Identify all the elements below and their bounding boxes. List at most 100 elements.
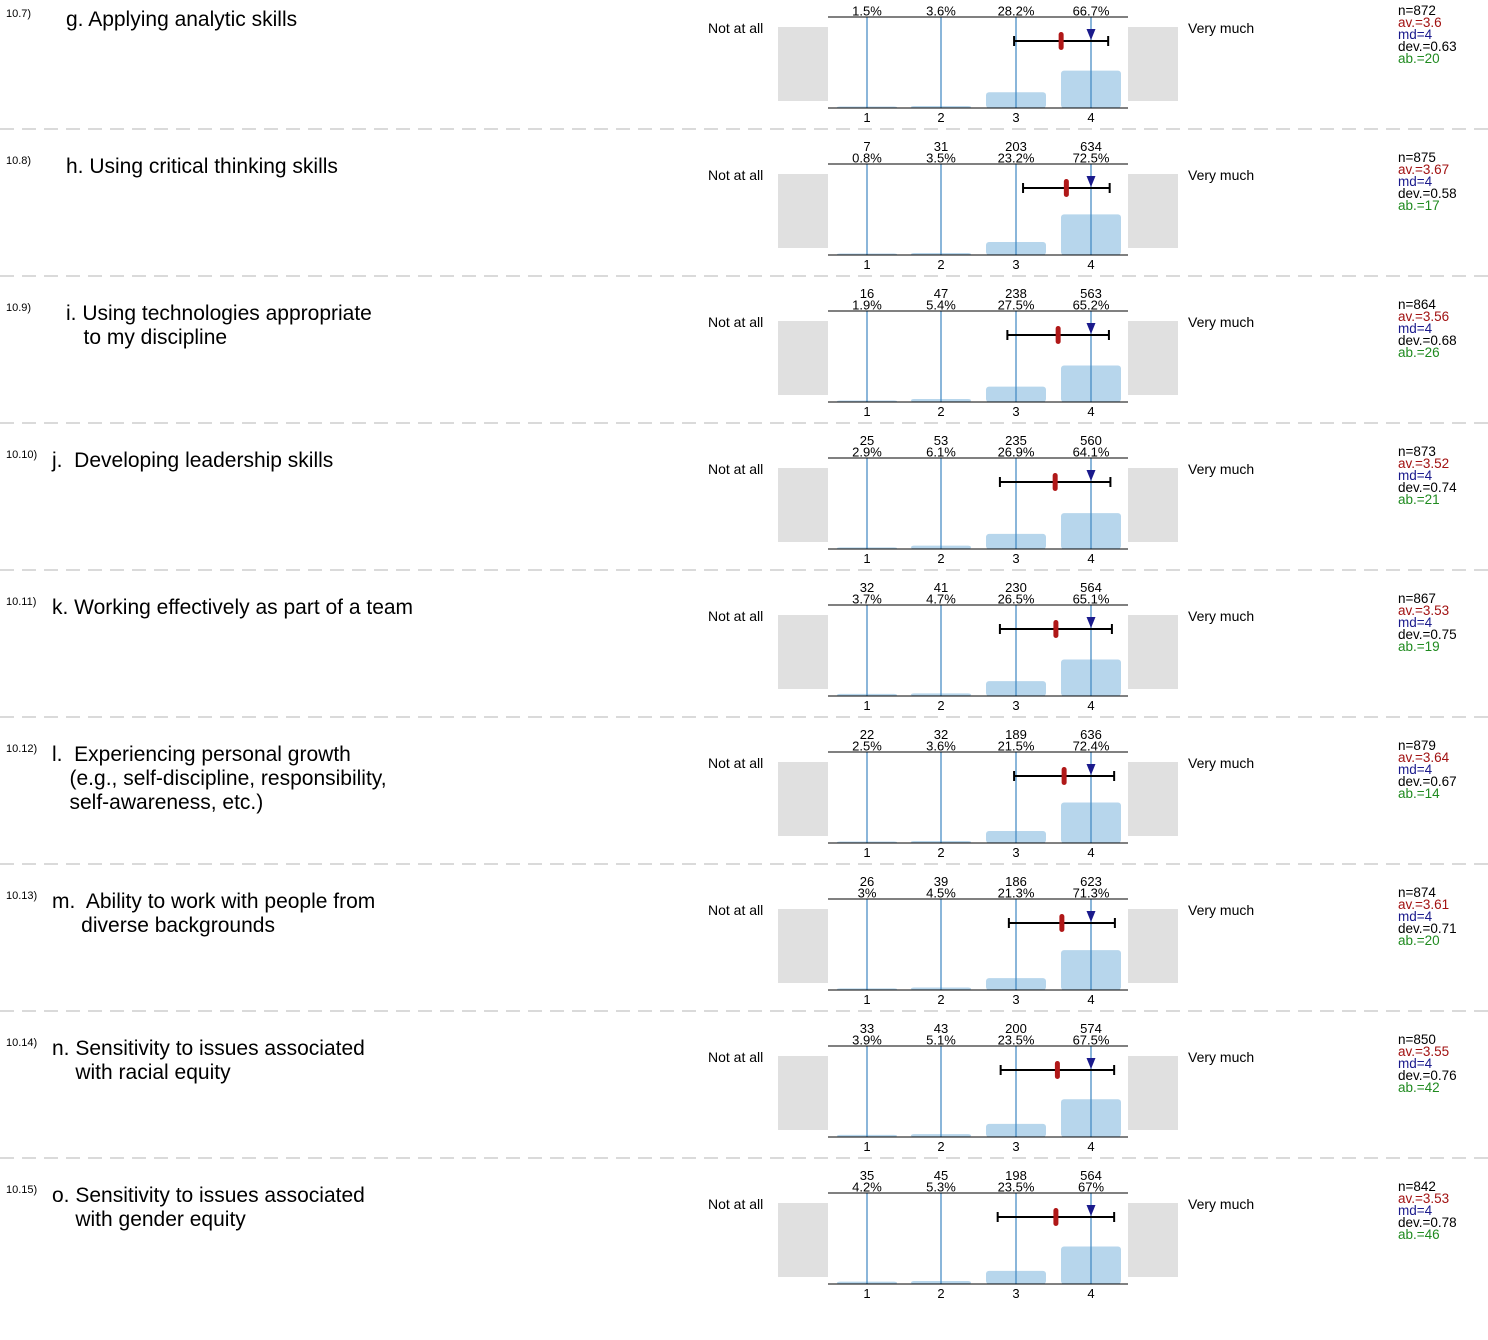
- stat-median: md=4: [1398, 909, 1433, 924]
- percent-label: 26.9%: [998, 445, 1035, 460]
- question-number: 10.14): [6, 1037, 38, 1049]
- question-text-line: k. Working effectively as part of a team: [52, 596, 414, 619]
- scale-left-label: Not at all: [708, 20, 764, 36]
- mean-marker: [1052, 473, 1058, 491]
- stats-block: n=864 av.=3.56 md=4 dev.=0.68 ab.=26: [1398, 298, 1457, 360]
- question-row: 10.7) g. Applying analytic skills Not at a…: [0, 4, 1488, 164]
- mean-marker: [1055, 326, 1061, 344]
- percent-label: 3%: [858, 886, 877, 901]
- row-separator: [0, 716, 1488, 718]
- count-label: 634: [1080, 139, 1102, 154]
- row-separator: [0, 128, 1488, 130]
- percent-label: 65.1%: [1073, 592, 1110, 607]
- mean-marker: [1061, 767, 1067, 785]
- stat-average: av.=3.52: [1398, 456, 1450, 471]
- percent-label: 23.5%: [998, 1180, 1035, 1195]
- question-number: 10.15): [6, 1184, 38, 1196]
- question-row: 10.11) k. Working effectively as part of …: [0, 580, 1488, 752]
- question-text-line: n. Sensitivity to issues associated: [52, 1037, 365, 1060]
- stat-median: md=4: [1398, 1056, 1433, 1071]
- question-text-line: diverse backgrounds: [52, 914, 275, 937]
- question-text: m. Ability to work with people from dive…: [52, 890, 375, 938]
- tick-label: 2: [937, 992, 944, 1007]
- count-label: 636: [1080, 727, 1102, 742]
- tick-label: 2: [937, 404, 944, 419]
- percent-label: 2.9%: [852, 445, 882, 460]
- row-separator: [0, 422, 1488, 424]
- question-number: 10.8): [6, 155, 32, 167]
- question-text-line: o. Sensitivity to issues associated: [52, 1184, 365, 1207]
- count-label: 200: [1005, 1021, 1027, 1036]
- stat-average: av.=3.64: [1398, 750, 1450, 765]
- row-separator: [0, 863, 1488, 865]
- tick-label: 2: [937, 845, 944, 860]
- question-row: 10.9) i. Using technologies appropriate t…: [0, 286, 1488, 458]
- count-label: 564: [1080, 580, 1102, 595]
- question-text-line: (e.g., self-discipline, responsibility,: [52, 767, 387, 790]
- stat-average: av.=3.6: [1398, 15, 1442, 30]
- stat-median: md=4: [1398, 615, 1433, 630]
- mean-marker: [1063, 179, 1069, 197]
- scale-left-box: [778, 615, 828, 689]
- count-label: 189: [1005, 727, 1027, 742]
- stat-n: n=879: [1398, 738, 1436, 753]
- question-text-line: h. Using critical thinking skills: [66, 155, 338, 178]
- stat-deviation: dev.=0.74: [1398, 480, 1457, 495]
- percent-label: 66.7%: [1073, 4, 1110, 19]
- percent-label: 3.7%: [852, 592, 882, 607]
- stat-median: md=4: [1398, 762, 1433, 777]
- question-text: h. Using critical thinking skills: [66, 155, 338, 179]
- stat-n: n=874: [1398, 885, 1436, 900]
- tick-label: 2: [937, 698, 944, 713]
- count-label: 198: [1005, 1168, 1027, 1183]
- scale-left-label: Not at all: [708, 1196, 764, 1212]
- percent-label: 5.3%: [926, 1180, 956, 1195]
- percent-label: 67%: [1078, 1180, 1104, 1195]
- percent-label: 3.6%: [926, 4, 956, 19]
- percent-label: 65.2%: [1073, 298, 1110, 313]
- tick-label: 4: [1087, 257, 1094, 272]
- question-number: 10.12): [6, 743, 38, 755]
- stat-average: av.=3.53: [1398, 603, 1450, 618]
- stat-n: n=875: [1398, 150, 1436, 165]
- percent-label: 1.5%: [852, 4, 882, 19]
- row-separator: [0, 275, 1488, 277]
- question-row: 10.10) j. Developing leadership skills Not…: [0, 433, 1488, 605]
- tick-label: 1: [863, 1286, 870, 1301]
- stat-n: n=867: [1398, 591, 1436, 606]
- tick-label: 1: [863, 845, 870, 860]
- scale-right-box: [1128, 468, 1178, 542]
- count-label: 230: [1005, 580, 1027, 595]
- median-marker: [1086, 29, 1096, 40]
- count-label: 32: [860, 580, 874, 595]
- stat-average: av.=3.61: [1398, 897, 1450, 912]
- scale-left-box: [778, 468, 828, 542]
- stat-deviation: dev.=0.78: [1398, 1215, 1457, 1230]
- tick-label: 3: [1012, 1286, 1019, 1301]
- scale-right-label: Very much: [1188, 608, 1255, 624]
- tick-label: 4: [1087, 110, 1094, 125]
- count-label: 574: [1080, 1021, 1102, 1036]
- stat-median: md=4: [1398, 468, 1433, 483]
- tick-label: 2: [937, 110, 944, 125]
- tick-label: 1: [863, 1139, 870, 1154]
- scale-right-label: Very much: [1188, 314, 1255, 330]
- stat-median: md=4: [1398, 1203, 1433, 1218]
- tick-label: 3: [1012, 698, 1019, 713]
- question-text: k. Working effectively as part of a team: [52, 596, 413, 620]
- percent-label: 72.5%: [1073, 151, 1110, 166]
- percent-label: 21.3%: [998, 886, 1035, 901]
- question-number: 10.10): [6, 449, 38, 461]
- percent-label: 3.5%: [926, 151, 956, 166]
- tick-label: 3: [1012, 257, 1019, 272]
- tick-label: 3: [1012, 110, 1019, 125]
- count-label: 25: [860, 433, 874, 448]
- stat-n: n=850: [1398, 1032, 1436, 1047]
- stat-n: n=842: [1398, 1179, 1436, 1194]
- question-text-line: g. Applying analytic skills: [66, 8, 298, 31]
- distribution-chart: 1.5% 1 3.6% 2 28.2% 3 66.7% 4: [778, 4, 1178, 125]
- scale-left-box: [778, 1056, 828, 1130]
- count-label: 564: [1080, 1168, 1102, 1183]
